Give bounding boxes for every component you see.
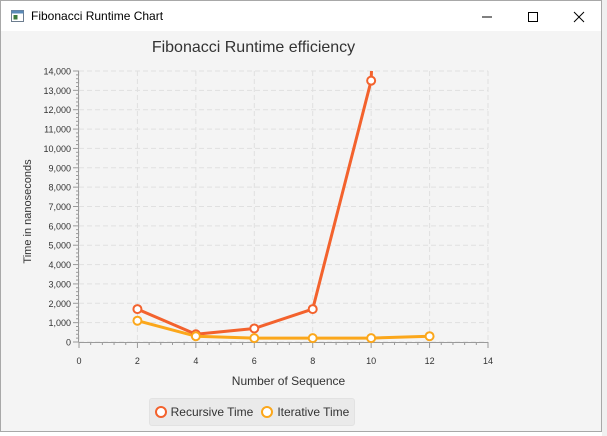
background-window-edge — [602, 0, 607, 436]
y-tick-label: 7,000 — [48, 202, 71, 212]
y-axis-label: Time in nanoseconds — [22, 159, 34, 264]
maximize-button[interactable] — [511, 1, 557, 31]
y-tick-label: 5,000 — [48, 241, 71, 251]
legend-item-recursive[interactable]: Recursive Time — [154, 405, 254, 419]
data-point-recursive — [132, 304, 143, 315]
legend-symbol-iterative — [261, 406, 274, 418]
app-window-icon — [11, 10, 24, 22]
y-tick-label: 8,000 — [48, 183, 71, 193]
legend-label-iterative: Iterative Time — [277, 405, 350, 419]
x-tick-label: 0 — [76, 356, 81, 366]
x-tick-label: 12 — [425, 356, 435, 366]
y-tick-label: 9,000 — [48, 163, 71, 173]
x-tick-label: 14 — [483, 356, 493, 366]
y-tick-label: 4,000 — [48, 260, 71, 270]
x-tick-label: 2 — [135, 356, 140, 366]
y-tick-label: 10,000 — [43, 144, 71, 154]
chart-legend: Recursive Time Iterative Time — [149, 398, 355, 426]
close-button[interactable] — [557, 1, 603, 31]
maximize-icon — [528, 12, 538, 22]
minimize-button[interactable] — [465, 1, 511, 31]
chart-title: Fibonacci Runtime efficiency — [151, 39, 356, 56]
data-point-iterative — [424, 331, 435, 342]
legend-label-recursive: Recursive Time — [170, 405, 254, 419]
legend-symbol-recursive — [154, 406, 167, 418]
data-point-recursive — [249, 323, 260, 334]
y-tick-label: 1,000 — [48, 318, 71, 328]
line-chart: 0 1,000 2,000 3,000 4,000 5,000 6,000 7,000 8,00… — [22, 67, 493, 389]
data-point-iterative — [190, 331, 201, 342]
data-point-iterative — [366, 333, 377, 344]
y-tick-label: 6,000 — [48, 221, 71, 231]
data-point-recursive — [307, 304, 318, 315]
x-tick-label: 6 — [252, 356, 257, 366]
title-bar[interactable]: Fibonacci Runtime Chart — [1, 1, 601, 31]
y-tick-label: 13,000 — [43, 86, 71, 96]
series-line-recursive — [136, 71, 373, 336]
y-tick-label: 3,000 — [48, 279, 71, 289]
data-point-iterative — [132, 315, 143, 326]
y-tick-label: 11,000 — [44, 125, 71, 135]
data-point-iterative — [307, 333, 318, 344]
x-tick-label: 10 — [366, 356, 376, 366]
close-icon — [573, 11, 585, 23]
window-title: Fibonacci Runtime Chart — [31, 9, 164, 23]
x-tick-label: 4 — [193, 356, 198, 366]
data-point-iterative — [249, 333, 260, 344]
y-tick-label: 2,000 — [48, 299, 71, 309]
series-line-iterative — [137, 319, 430, 340]
x-tick-label: 8 — [310, 356, 315, 366]
y-tick-label: 14,000 — [43, 67, 71, 77]
x-axis-label: Number of Sequence — [232, 374, 346, 388]
legend-item-iterative[interactable]: Iterative Time — [261, 405, 349, 419]
minimize-icon — [482, 16, 492, 18]
y-tick-label: 12,000 — [43, 105, 71, 115]
data-point-recursive — [366, 75, 377, 86]
y-tick-label: 0 — [66, 338, 71, 348]
